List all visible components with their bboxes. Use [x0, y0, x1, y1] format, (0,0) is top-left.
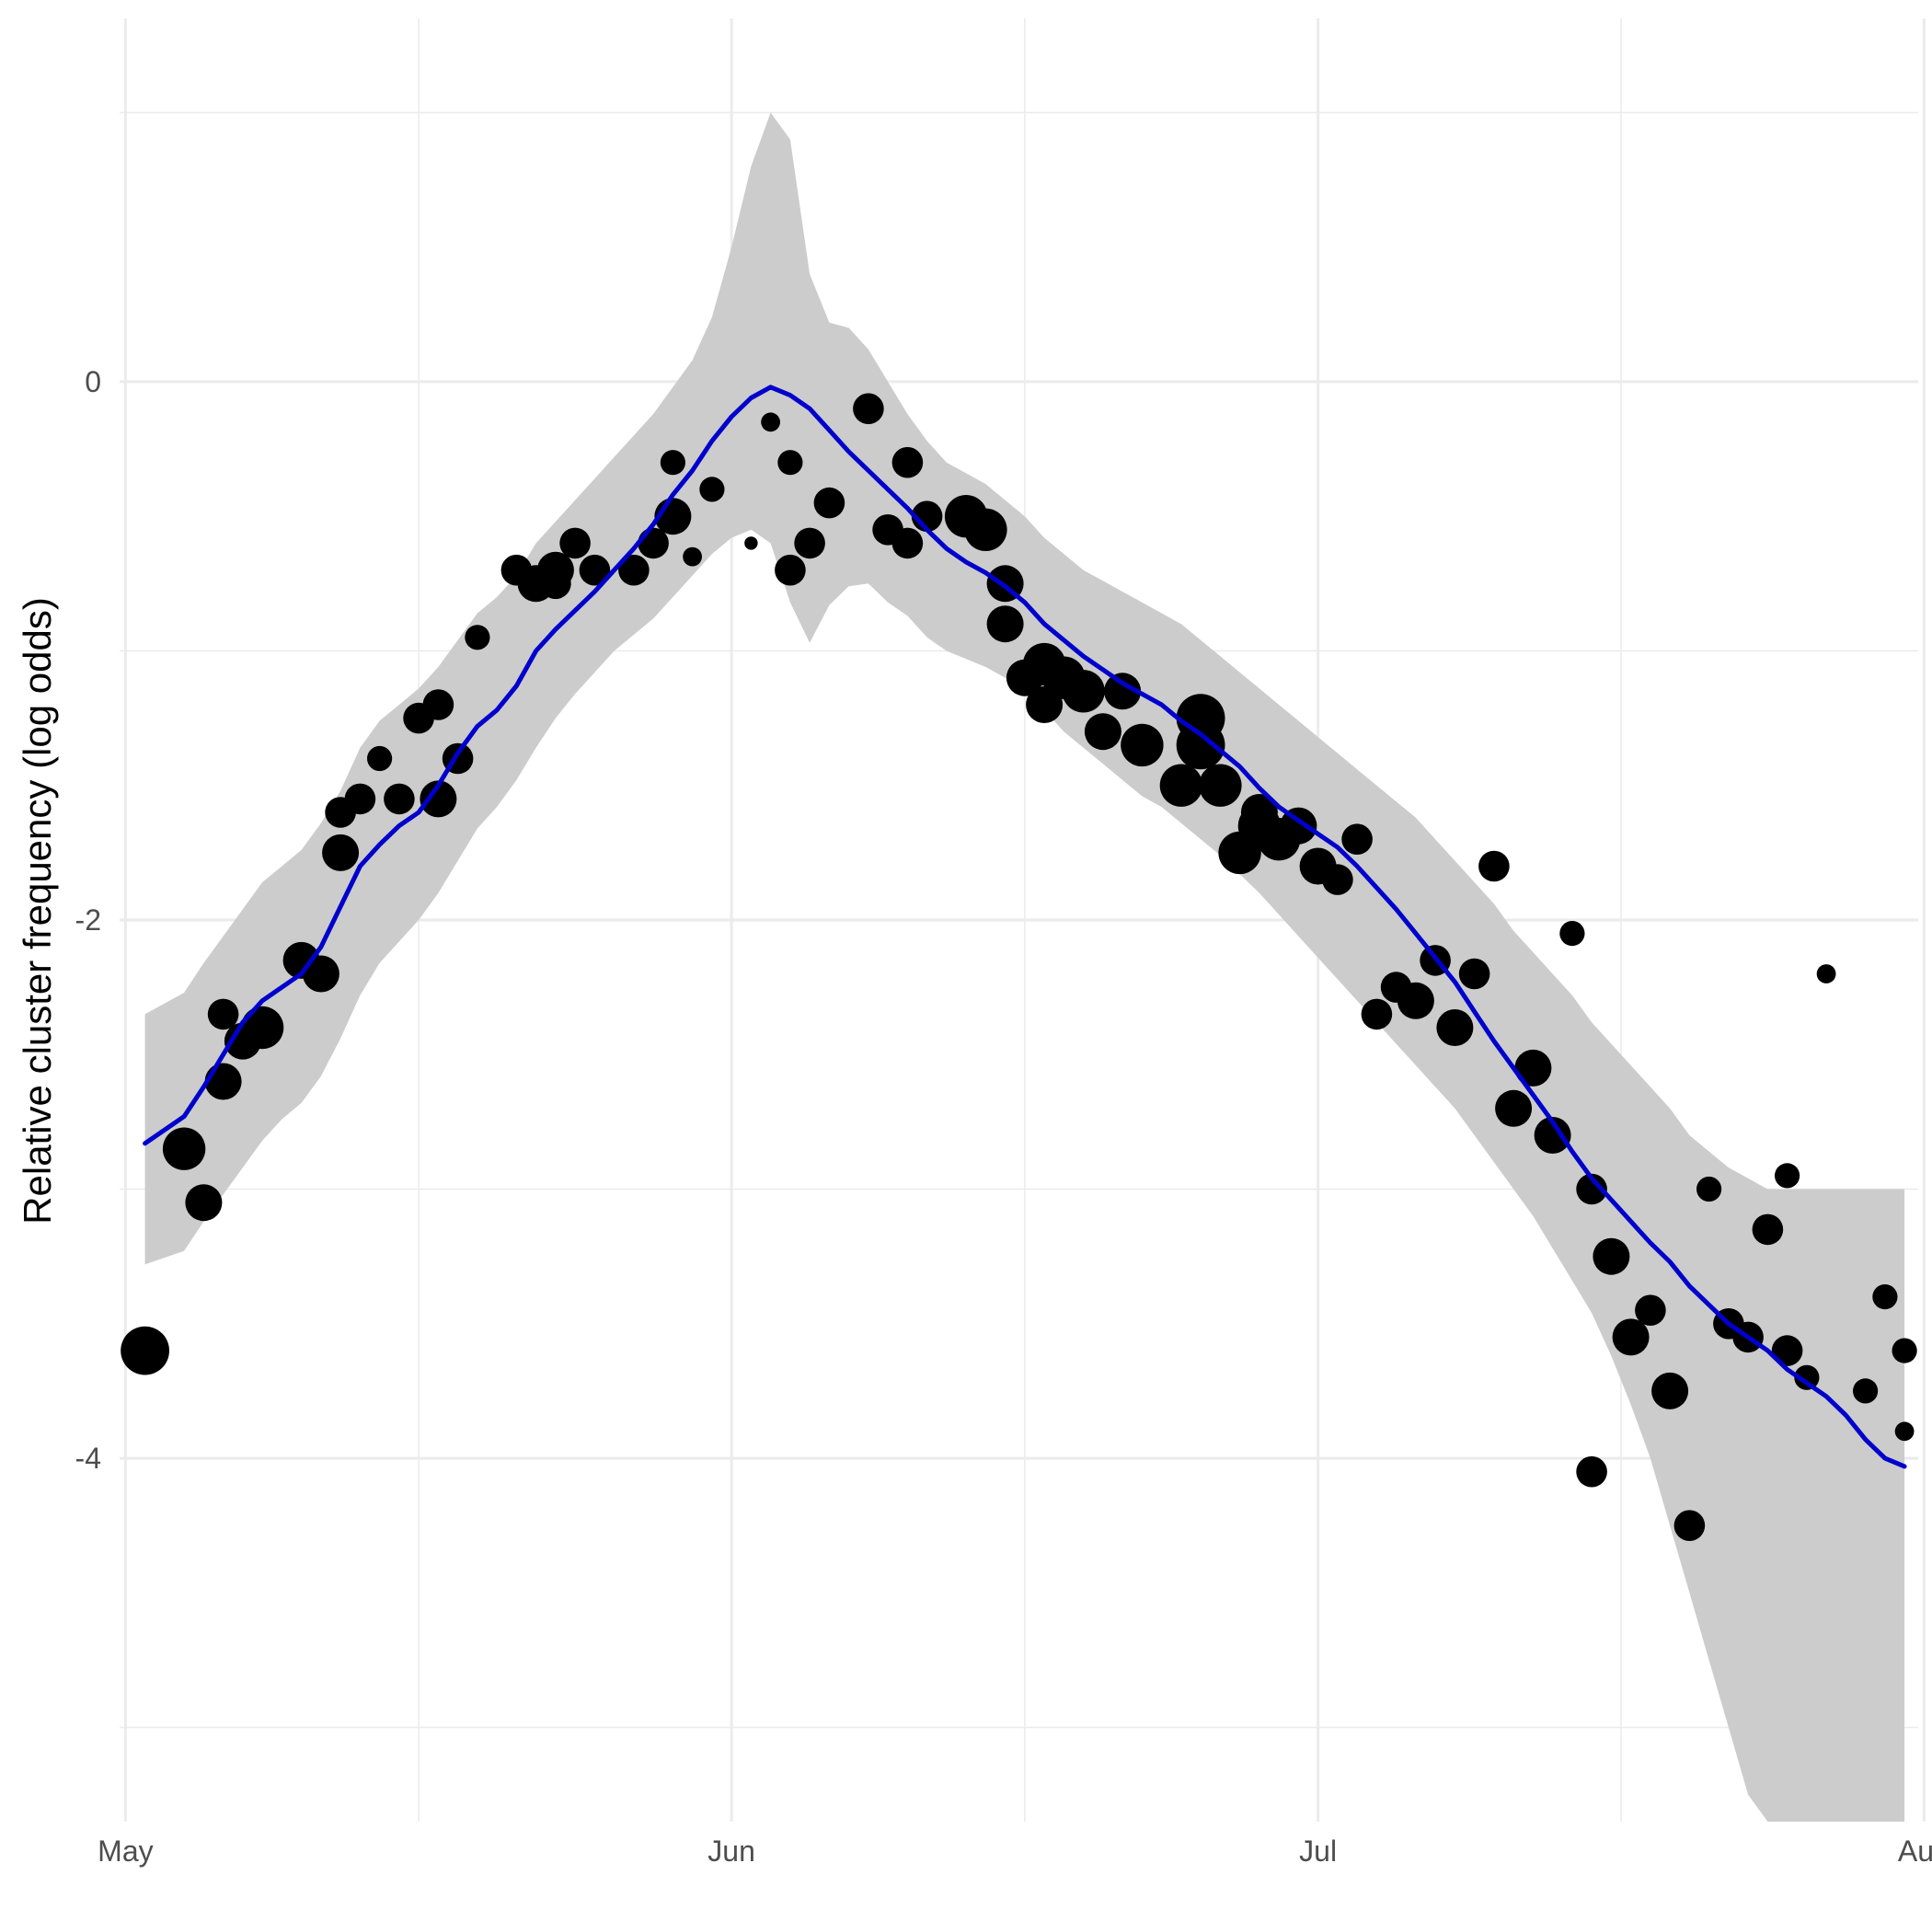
x-tick-label: Jun: [707, 1834, 755, 1868]
data-point: [121, 1326, 170, 1375]
data-point: [1872, 1284, 1898, 1310]
data-point: [384, 783, 415, 815]
data-point: [1593, 1237, 1630, 1275]
data-point: [579, 554, 611, 586]
data-point: [1397, 982, 1434, 1019]
data-point: [813, 487, 845, 519]
data-point: [1892, 1338, 1917, 1363]
data-point: [344, 783, 376, 815]
data-point: [964, 508, 1007, 551]
data-point: [1775, 1163, 1800, 1189]
data-point: [1104, 673, 1142, 710]
data-point: [777, 450, 803, 476]
data-point: [1612, 1318, 1650, 1356]
data-point: [891, 446, 924, 478]
data-point: [794, 527, 825, 559]
data-point: [240, 1006, 284, 1050]
data-point: [1752, 1213, 1784, 1246]
data-point: [1121, 723, 1164, 767]
data-point: [1816, 964, 1836, 983]
data-point: [1673, 1510, 1706, 1541]
data-point: [1696, 1176, 1722, 1202]
data-point: [204, 1063, 242, 1100]
y-axis-ticks: 0 -2 -4: [75, 365, 101, 1475]
x-axis-ticks: May Jun Jul Aug: [98, 1834, 1932, 1868]
x-tick-label: Jul: [1299, 1834, 1337, 1868]
y-tick-label: -2: [75, 903, 101, 937]
data-point: [1576, 1173, 1607, 1205]
data-point: [1576, 1455, 1607, 1488]
x-tick-label: Aug: [1898, 1834, 1932, 1868]
data-point: [1894, 1421, 1915, 1442]
data-point: [1514, 1049, 1552, 1087]
data-point: [367, 745, 393, 772]
data-points: [121, 393, 1917, 1541]
data-point: [1199, 764, 1242, 807]
fit-line-path: [143, 385, 1907, 1469]
data-point: [1084, 713, 1121, 751]
data-point: [1361, 998, 1393, 1030]
y-axis-title: Relative cluster frequency (log odds): [16, 597, 59, 1225]
x-tick-label: May: [98, 1834, 153, 1868]
data-point: [185, 1184, 223, 1222]
data-point: [660, 450, 686, 476]
data-point: [891, 527, 924, 559]
data-point: [1062, 670, 1105, 713]
y-tick-label: 0: [85, 365, 101, 398]
data-point: [618, 554, 650, 586]
y-tick-label: -4: [75, 1442, 101, 1475]
data-point: [853, 393, 884, 425]
data-point: [1853, 1378, 1879, 1404]
data-point: [1559, 921, 1585, 947]
data-point: [1794, 1364, 1820, 1390]
data-point: [559, 527, 591, 559]
data-point: [465, 625, 490, 650]
data-point: [986, 605, 1024, 643]
data-point: [1458, 958, 1490, 990]
data-point: [422, 689, 454, 720]
data-point: [1176, 694, 1225, 742]
data-point: [302, 955, 339, 993]
data-point: [162, 1127, 206, 1170]
data-point: [1495, 1089, 1533, 1127]
data-point: [775, 554, 806, 586]
data-point: [1478, 850, 1510, 882]
data-point: [322, 834, 360, 871]
data-point: [1635, 1294, 1666, 1326]
data-point: [1534, 1117, 1571, 1154]
data-point: [744, 536, 758, 550]
data-point: [1341, 823, 1373, 855]
data-point: [1159, 764, 1203, 807]
data-point: [1651, 1372, 1689, 1409]
data-point: [699, 477, 725, 502]
fit-line: [143, 385, 1907, 1469]
data-point: [207, 998, 239, 1030]
data-point: [540, 568, 571, 600]
data-point: [1436, 1009, 1474, 1046]
data-point: [761, 412, 780, 432]
data-point: [683, 546, 702, 567]
data-point: [420, 780, 457, 818]
data-point: [1771, 1335, 1803, 1366]
data-point: [1322, 864, 1353, 895]
